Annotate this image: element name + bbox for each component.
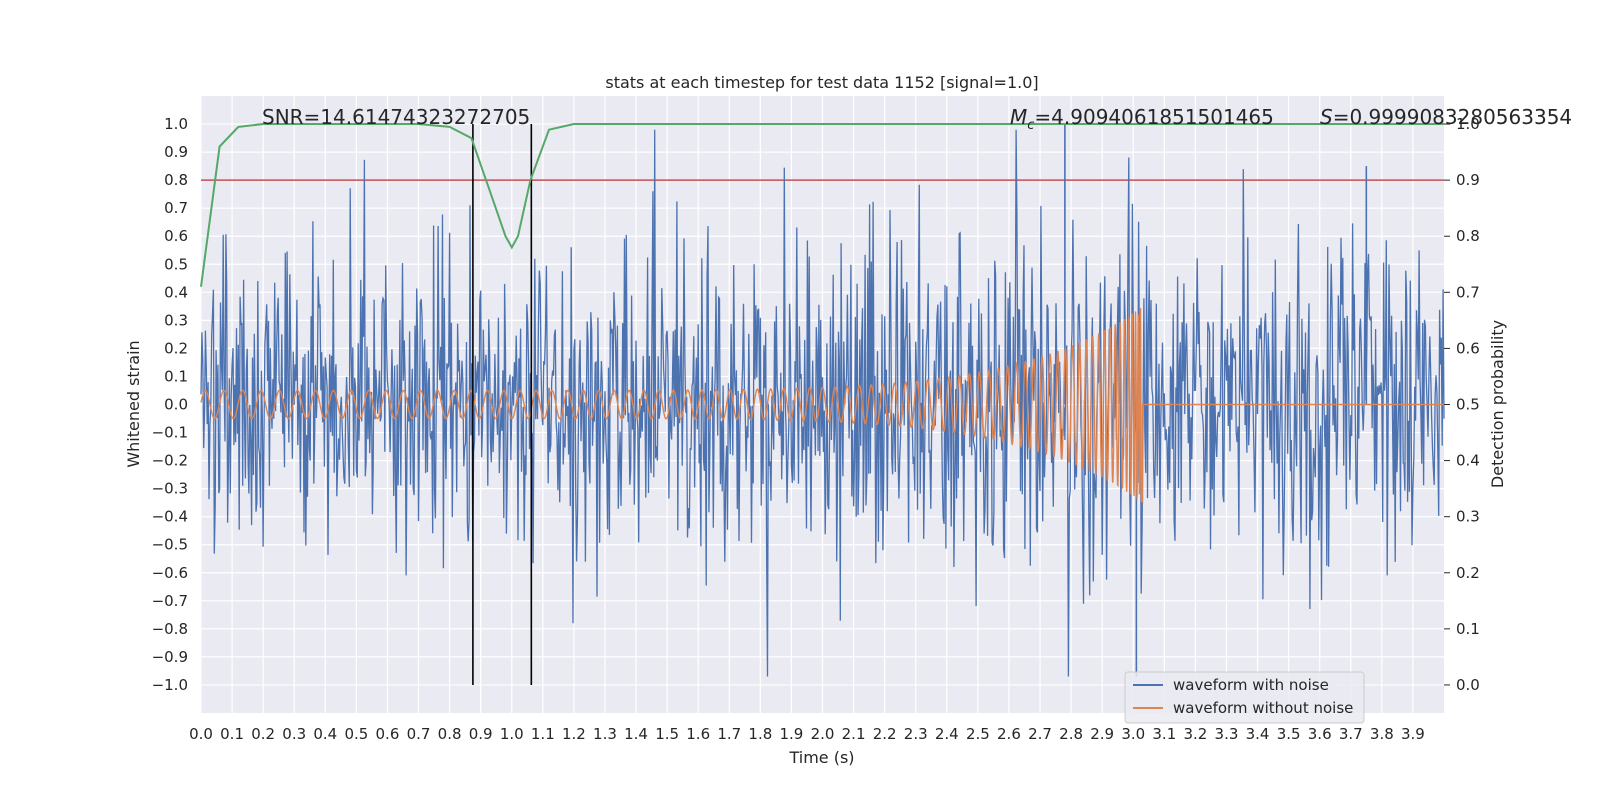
y-tick-label: −0.5 [152,536,188,554]
x-tick-label: 2.2 [873,725,897,743]
x-tick-label: 3.8 [1370,725,1394,743]
y-tick-label: 0.2 [164,339,188,357]
series-detection-probability [200,123,1444,287]
x-tick-label: 2.8 [1059,725,1083,743]
x-tick-label: 2.0 [811,725,835,743]
y-tick-label: −0.2 [152,452,188,470]
mc-value: =4.9094061851501465 [1034,105,1273,129]
x-tick-label: 2.4 [935,725,959,743]
x-tick-label: 1.8 [748,725,772,743]
y2-tick-label: 0.8 [1456,227,1480,245]
mc-subscript: c [1027,118,1034,133]
x-tick-label: 0.1 [220,725,244,743]
x-tick-label: 1.5 [655,725,679,743]
y2-axis-ticks: 1.0 0.9 0.8 0.7 0.6 0.5 0.4 0.3 0.2 0.1 0.0 [1444,115,1480,694]
x-tick-label: 0.4 [313,725,337,743]
y-tick-label: −0.4 [152,508,188,526]
y-tick-label: 0.5 [164,255,188,273]
y-tick-label: −0.7 [152,592,188,610]
series-waveform-without-noise [200,308,1444,504]
s-symbol: S [1320,105,1333,129]
x-tick-label: 3.3 [1215,725,1239,743]
y2-tick-label: 0.0 [1456,676,1480,694]
x-tick-label: 0.8 [438,725,462,743]
x-axis-ticks: 0.0 0.1 0.2 0.3 0.4 0.5 0.6 0.7 0.8 0.9 1.0 1.1 1.2 1… [189,725,1425,743]
y-tick-label: 0.3 [164,311,188,329]
y2-tick-label: 0.9 [1456,171,1480,189]
x-tick-label: 0.6 [376,725,400,743]
x-tick-label: 2.9 [1090,725,1114,743]
y-tick-label: −0.3 [152,480,188,498]
y-tick-label: −0.6 [152,564,188,582]
x-tick-label: 1.0 [500,725,524,743]
detection-probability-line [200,123,1444,287]
y2-tick-label: 0.7 [1456,283,1480,301]
x-tick-label: 3.0 [1121,725,1145,743]
y-tick-label: −1.0 [152,676,188,694]
clean-waveform-line [200,308,1444,504]
x-tick-label: 3.9 [1401,725,1425,743]
y2-tick-label: 0.3 [1456,508,1480,526]
x-tick-label: 2.3 [904,725,928,743]
y-tick-label: 0.0 [164,396,188,414]
y2-axis-label: Detection probability [1488,320,1507,488]
y-tick-label: 0.1 [164,367,188,385]
x-tick-label: 0.7 [407,725,431,743]
x-tick-label: 0.9 [469,725,493,743]
y2-tick-label: 0.4 [1456,452,1480,470]
x-tick-label: 0.3 [282,725,306,743]
x-tick-label: 1.6 [686,725,710,743]
y2-tick-label: 0.5 [1456,396,1480,414]
y2-tick-label: 0.1 [1456,620,1480,638]
s-value: =0.9999083280563354 [1333,105,1572,129]
x-tick-label: 0.2 [251,725,275,743]
score-annotation: S=0.9999083280563354 [1320,105,1572,129]
y-axis-ticks: 1.0 0.9 0.8 0.7 0.6 0.5 0.4 0.3 0.2 0.1 0.0 −0.1 −0.… [152,115,188,694]
y-tick-label: −0.1 [152,424,188,442]
x-tick-label: 3.4 [1246,725,1270,743]
x-tick-label: 1.2 [562,725,586,743]
x-tick-label: 3.1 [1152,725,1176,743]
legend-label-noisy: waveform with noise [1173,676,1329,694]
x-tick-label: 3.7 [1339,725,1363,743]
y-tick-label: 0.6 [164,227,188,245]
snr-annotation: SNR=14.61474323272705 [262,105,530,129]
y-tick-label: −0.9 [152,648,188,666]
x-axis-label: Time (s) [788,748,854,767]
legend-box [1124,671,1365,724]
x-tick-label: 2.1 [842,725,866,743]
x-tick-label: 2.5 [966,725,990,743]
x-tick-label: 1.7 [717,725,741,743]
x-tick-label: 2.6 [997,725,1021,743]
legend-label-clean: waveform without noise [1173,699,1353,717]
x-tick-label: 0.5 [344,725,368,743]
y-axis-label: Whitened strain [124,340,143,467]
event-window-lines [472,124,533,685]
x-tick-label: 1.9 [779,725,803,743]
y-tick-label: −0.8 [152,620,188,638]
legend: waveform with noise waveform without noi… [1124,671,1365,724]
x-tick-label: 1.1 [531,725,555,743]
x-tick-label: 0.0 [189,725,213,743]
y-tick-label: 1.0 [164,115,188,133]
y2-tick-label: 0.6 [1456,339,1480,357]
y-tick-label: 0.9 [164,143,188,161]
y2-tick-label: 1.0 [1456,115,1480,133]
x-tick-label: 1.3 [593,725,617,743]
x-tick-label: 2.7 [1028,725,1052,743]
x-tick-label: 3.5 [1277,725,1301,743]
mc-symbol: M [1010,105,1027,129]
chart-title: stats at each timestep for test data 115… [605,73,1038,92]
y-tick-label: 0.4 [164,283,188,301]
y-tick-label: 0.7 [164,199,188,217]
chirp-mass-annotation: Mc=4.9094061851501465 [1010,105,1274,133]
y2-tick-label: 0.2 [1456,564,1480,582]
x-tick-label: 3.6 [1308,725,1332,743]
y-tick-label: 0.8 [164,171,188,189]
x-tick-label: 3.2 [1183,725,1207,743]
x-tick-label: 1.4 [624,725,648,743]
